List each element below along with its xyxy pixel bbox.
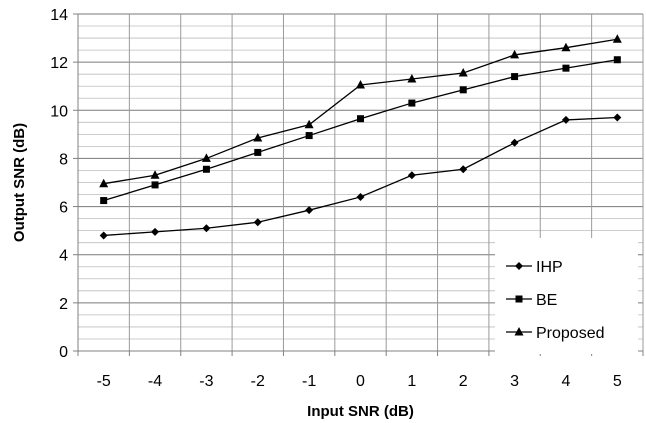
data-point bbox=[459, 165, 468, 174]
x-tick-label: -2 bbox=[251, 373, 265, 390]
x-tick-label: -4 bbox=[148, 373, 162, 390]
series-proposed bbox=[99, 34, 622, 188]
legend-marker bbox=[515, 295, 523, 303]
data-point bbox=[151, 227, 160, 236]
x-tick-label: 3 bbox=[510, 373, 519, 390]
data-point bbox=[201, 153, 211, 162]
x-tick-label: 4 bbox=[562, 373, 571, 390]
y-tick-label: 4 bbox=[59, 248, 68, 265]
data-point bbox=[562, 64, 570, 72]
data-point bbox=[407, 171, 416, 180]
y-axis-title: Output SNR (dB) bbox=[11, 123, 28, 242]
legend-label: Proposed bbox=[536, 325, 605, 342]
series-be bbox=[100, 56, 621, 205]
legend-item-ihp: IHP bbox=[506, 259, 563, 276]
legend-marker bbox=[515, 262, 523, 270]
data-point bbox=[253, 132, 263, 142]
data-point bbox=[458, 67, 468, 77]
data-point bbox=[511, 73, 519, 81]
y-tick-label: 10 bbox=[50, 103, 68, 120]
data-point bbox=[357, 115, 364, 123]
data-point bbox=[510, 49, 520, 59]
data-point bbox=[612, 34, 622, 43]
data-point bbox=[613, 56, 621, 64]
series-group bbox=[99, 34, 622, 240]
legend-item-proposed: Proposed bbox=[506, 325, 605, 342]
x-tick-label: -5 bbox=[97, 373, 111, 390]
series-ihp bbox=[99, 113, 622, 240]
legend-label: BE bbox=[536, 292, 557, 309]
y-tick-label: 14 bbox=[50, 7, 68, 24]
data-point bbox=[408, 99, 416, 107]
data-point bbox=[407, 73, 417, 83]
data-point bbox=[100, 197, 108, 205]
data-point bbox=[356, 192, 365, 201]
data-point bbox=[561, 42, 571, 52]
data-point bbox=[561, 115, 570, 124]
data-point bbox=[304, 119, 314, 129]
data-point bbox=[150, 170, 160, 179]
data-point bbox=[202, 165, 210, 173]
legend: IHP BE Proposed bbox=[506, 259, 605, 342]
data-point bbox=[305, 206, 314, 215]
data-point bbox=[459, 86, 467, 94]
y-tick-label: 12 bbox=[50, 55, 68, 72]
data-point bbox=[510, 138, 519, 147]
legend-label: IHP bbox=[536, 259, 563, 276]
data-point bbox=[151, 181, 159, 189]
x-tick-label: -3 bbox=[199, 373, 213, 390]
x-axis-title: Input SNR (dB) bbox=[307, 403, 414, 420]
y-tick-label: 6 bbox=[59, 200, 68, 217]
x-tick-label: 0 bbox=[356, 373, 365, 390]
data-point bbox=[305, 132, 313, 140]
x-tick-label: 5 bbox=[613, 373, 622, 390]
data-point bbox=[613, 113, 622, 122]
x-tick-label: -1 bbox=[302, 373, 316, 390]
x-tick-label: 1 bbox=[407, 373, 416, 390]
data-point bbox=[253, 218, 262, 227]
data-point bbox=[254, 148, 262, 156]
y-tick-label: 0 bbox=[59, 344, 68, 361]
data-point bbox=[99, 178, 109, 188]
legend-marker bbox=[514, 327, 524, 336]
y-tick-label: 8 bbox=[59, 151, 68, 168]
data-point bbox=[356, 80, 365, 89]
data-point bbox=[202, 224, 211, 233]
y-tick-label: 2 bbox=[59, 296, 68, 313]
x-tick-label: 2 bbox=[459, 373, 468, 390]
data-point bbox=[99, 231, 108, 240]
legend-item-be: BE bbox=[506, 292, 557, 309]
